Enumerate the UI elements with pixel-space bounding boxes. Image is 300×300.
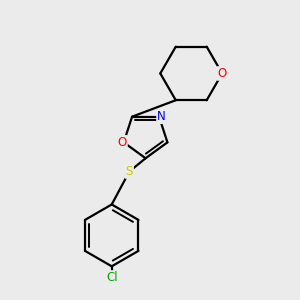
Text: O: O: [218, 67, 227, 80]
Text: N: N: [157, 110, 166, 123]
Text: O: O: [118, 136, 127, 149]
Text: Cl: Cl: [106, 271, 118, 284]
Text: S: S: [126, 165, 133, 178]
